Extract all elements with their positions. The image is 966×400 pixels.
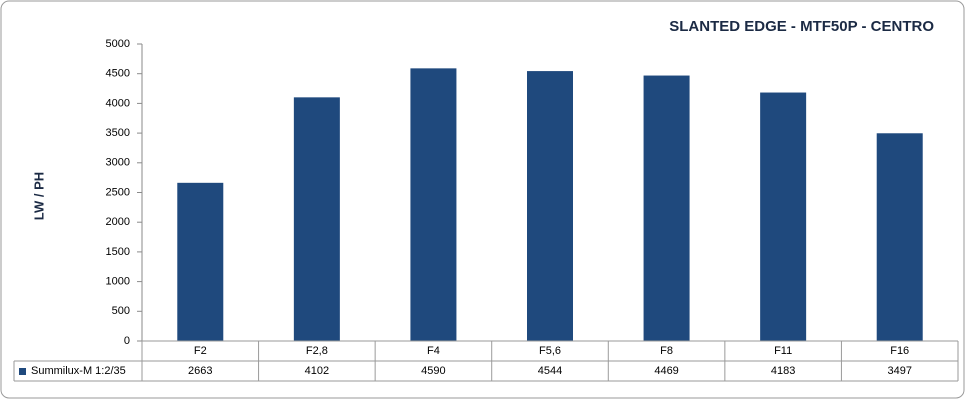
x-tick-label: F16 (890, 345, 909, 357)
y-tick-label: 4500 (106, 68, 130, 80)
bar (293, 97, 340, 341)
table-value: 3497 (887, 365, 911, 377)
bar (527, 71, 573, 342)
x-tick-label: F8 (660, 345, 673, 357)
bar (410, 68, 457, 341)
x-tick-label: F2 (194, 345, 207, 357)
bar (177, 182, 224, 341)
bar (760, 92, 807, 341)
y-tick-label: 3000 (106, 157, 130, 169)
y-tick-label: 2000 (106, 216, 130, 228)
table-value: 4469 (654, 365, 678, 377)
table-value: 4544 (538, 365, 562, 377)
table-value: 4590 (421, 365, 445, 377)
bar (643, 75, 690, 342)
legend-key (19, 368, 26, 375)
y-tick-label: 500 (112, 305, 130, 317)
table-value: 4102 (305, 365, 329, 377)
y-tick-label: 1000 (106, 276, 130, 288)
y-tick-label: 5000 (106, 38, 130, 50)
y-tick-label: 4000 (106, 97, 130, 109)
y-axis-label: LW / PH (31, 172, 46, 220)
x-tick-label: F11 (774, 345, 792, 357)
legend-label: Summilux-M 1:2/35 (31, 365, 126, 377)
y-tick-label: 3500 (106, 127, 130, 139)
bar (876, 133, 923, 341)
y-tick-label: 2500 (106, 186, 130, 198)
table-value: 4183 (771, 365, 795, 377)
chart-title: SLANTED EDGE - MTF50P - CENTRO (669, 18, 934, 35)
y-tick-label: 0 (124, 335, 130, 347)
table-value: 2663 (188, 365, 212, 377)
y-tick-label: 1500 (106, 246, 130, 258)
x-tick-label: F5,6 (539, 345, 561, 357)
x-tick-label: F2,8 (306, 345, 328, 357)
x-tick-label: F4 (427, 345, 440, 357)
